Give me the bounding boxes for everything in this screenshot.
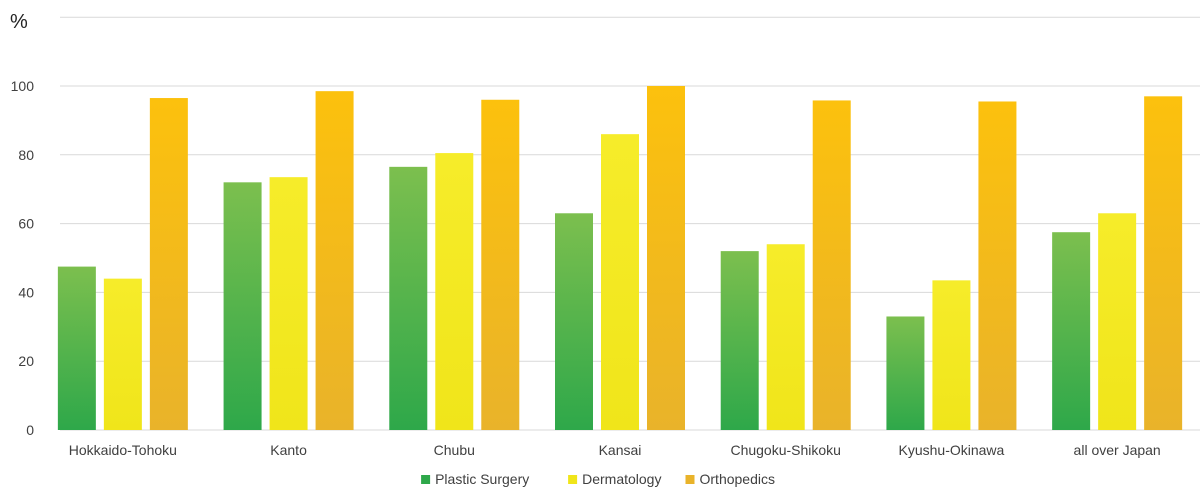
bar-dermatology-kanto — [269, 177, 308, 430]
x-tick-label: Kanto — [270, 442, 307, 458]
x-axis-labels: Hokkaido-Tohoku Kanto Chubu Kansai Chugoku-S… — [69, 442, 1161, 458]
bars — [57, 86, 1183, 430]
x-tick-label: Kyushu-Okinawa — [899, 442, 1005, 458]
bar-plastic-surgery-kanto — [223, 182, 262, 430]
bar-dermatology-hokkaido-tohoku — [103, 278, 142, 430]
y-tick-label: 20 — [18, 353, 34, 369]
y-tick-label: 0 — [26, 422, 34, 438]
x-tick-label: Chugoku-Shikoku — [730, 442, 841, 458]
bar-plastic-surgery-chubu — [389, 166, 428, 430]
bar-dermatology-chubu — [435, 153, 474, 430]
bar-orthopedics-kanto — [315, 91, 354, 430]
x-tick-label: Hokkaido-Tohoku — [69, 442, 177, 458]
x-tick-label: Chubu — [434, 442, 475, 458]
bar-plastic-surgery-kyushu-okinawa — [886, 316, 925, 430]
x-tick-label: all over Japan — [1074, 442, 1161, 458]
bar-orthopedics-chugoku-shikoku — [812, 100, 851, 430]
legend-label: Orthopedics — [700, 471, 775, 487]
bar-dermatology-kyushu-okinawa — [932, 280, 971, 430]
bar-plastic-surgery-kansai — [555, 213, 593, 430]
bar-plastic-surgery-hokkaido-tohoku — [57, 266, 96, 430]
bar-orthopedics-all-over-japan — [1144, 96, 1183, 430]
bar-plastic-surgery-all-over-japan — [1052, 232, 1091, 430]
legend-swatch — [568, 475, 578, 484]
y-tick-label: 60 — [18, 216, 34, 232]
legend-label: Plastic Surgery — [435, 471, 529, 487]
y-tick-label: 40 — [18, 284, 34, 300]
bar-orthopedics-kyushu-okinawa — [978, 101, 1017, 430]
bar-dermatology-all-over-japan — [1098, 213, 1137, 430]
legend-label: Dermatology — [582, 471, 661, 487]
y-axis-unit-label: % — [10, 11, 28, 33]
legend-swatch — [685, 475, 695, 484]
x-tick-label: Kansai — [599, 442, 642, 458]
legend-swatch — [421, 475, 431, 484]
legend: Plastic Surgery Dermatology Orthopedics — [421, 471, 775, 487]
bar-dermatology-chugoku-shikoku — [766, 244, 805, 430]
y-axis-ticks: 0 20 40 60 80 100 — [11, 78, 35, 438]
bar-plastic-surgery-chugoku-shikoku — [720, 251, 759, 430]
y-tick-label: 80 — [18, 147, 34, 163]
bar-orthopedics-hokkaido-tohoku — [149, 98, 188, 430]
y-tick-label: 100 — [11, 78, 35, 94]
bar-dermatology-kansai — [601, 134, 639, 430]
bar-orthopedics-chubu — [481, 99, 520, 430]
bar-orthopedics-kansai — [647, 86, 685, 430]
